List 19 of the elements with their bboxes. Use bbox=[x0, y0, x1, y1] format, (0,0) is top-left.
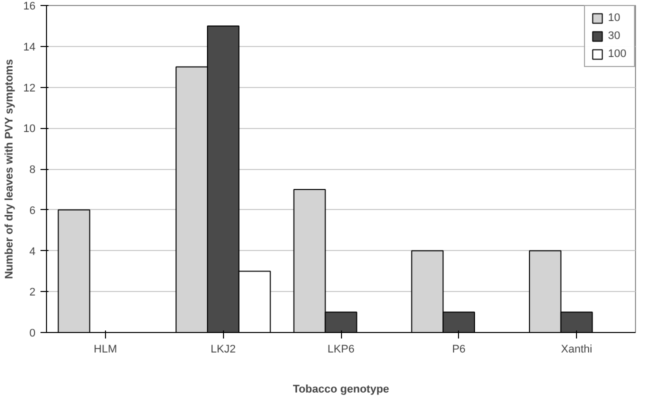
y-tick-label: 0 bbox=[29, 328, 36, 340]
legend-label: 100 bbox=[608, 48, 628, 60]
y-tick-label: 12 bbox=[23, 82, 36, 94]
y-tick-label: 4 bbox=[29, 246, 36, 258]
x-tick-label: Xanthi bbox=[561, 344, 592, 356]
y-tick-label: 10 bbox=[23, 123, 36, 136]
y-axis-title: Number of dry leaves with PVY symptoms bbox=[3, 59, 16, 280]
x-tick-label: HLM bbox=[94, 344, 118, 356]
y-tick-label: 6 bbox=[29, 204, 36, 217]
y-tick-label: 2 bbox=[29, 286, 36, 299]
legend-label: 10 bbox=[608, 12, 622, 24]
x-tick-label: LKP6 bbox=[328, 344, 354, 356]
y-tick-label: 14 bbox=[23, 41, 36, 54]
legend-label: 30 bbox=[608, 30, 622, 42]
y-tick-label: 8 bbox=[29, 164, 36, 176]
x-tick-label: LKJ2 bbox=[210, 344, 236, 356]
x-tick-label: P6 bbox=[452, 344, 466, 356]
x-axis-title: Tobacco genotype bbox=[292, 384, 390, 396]
y-tick-label: 16 bbox=[23, 0, 36, 12]
